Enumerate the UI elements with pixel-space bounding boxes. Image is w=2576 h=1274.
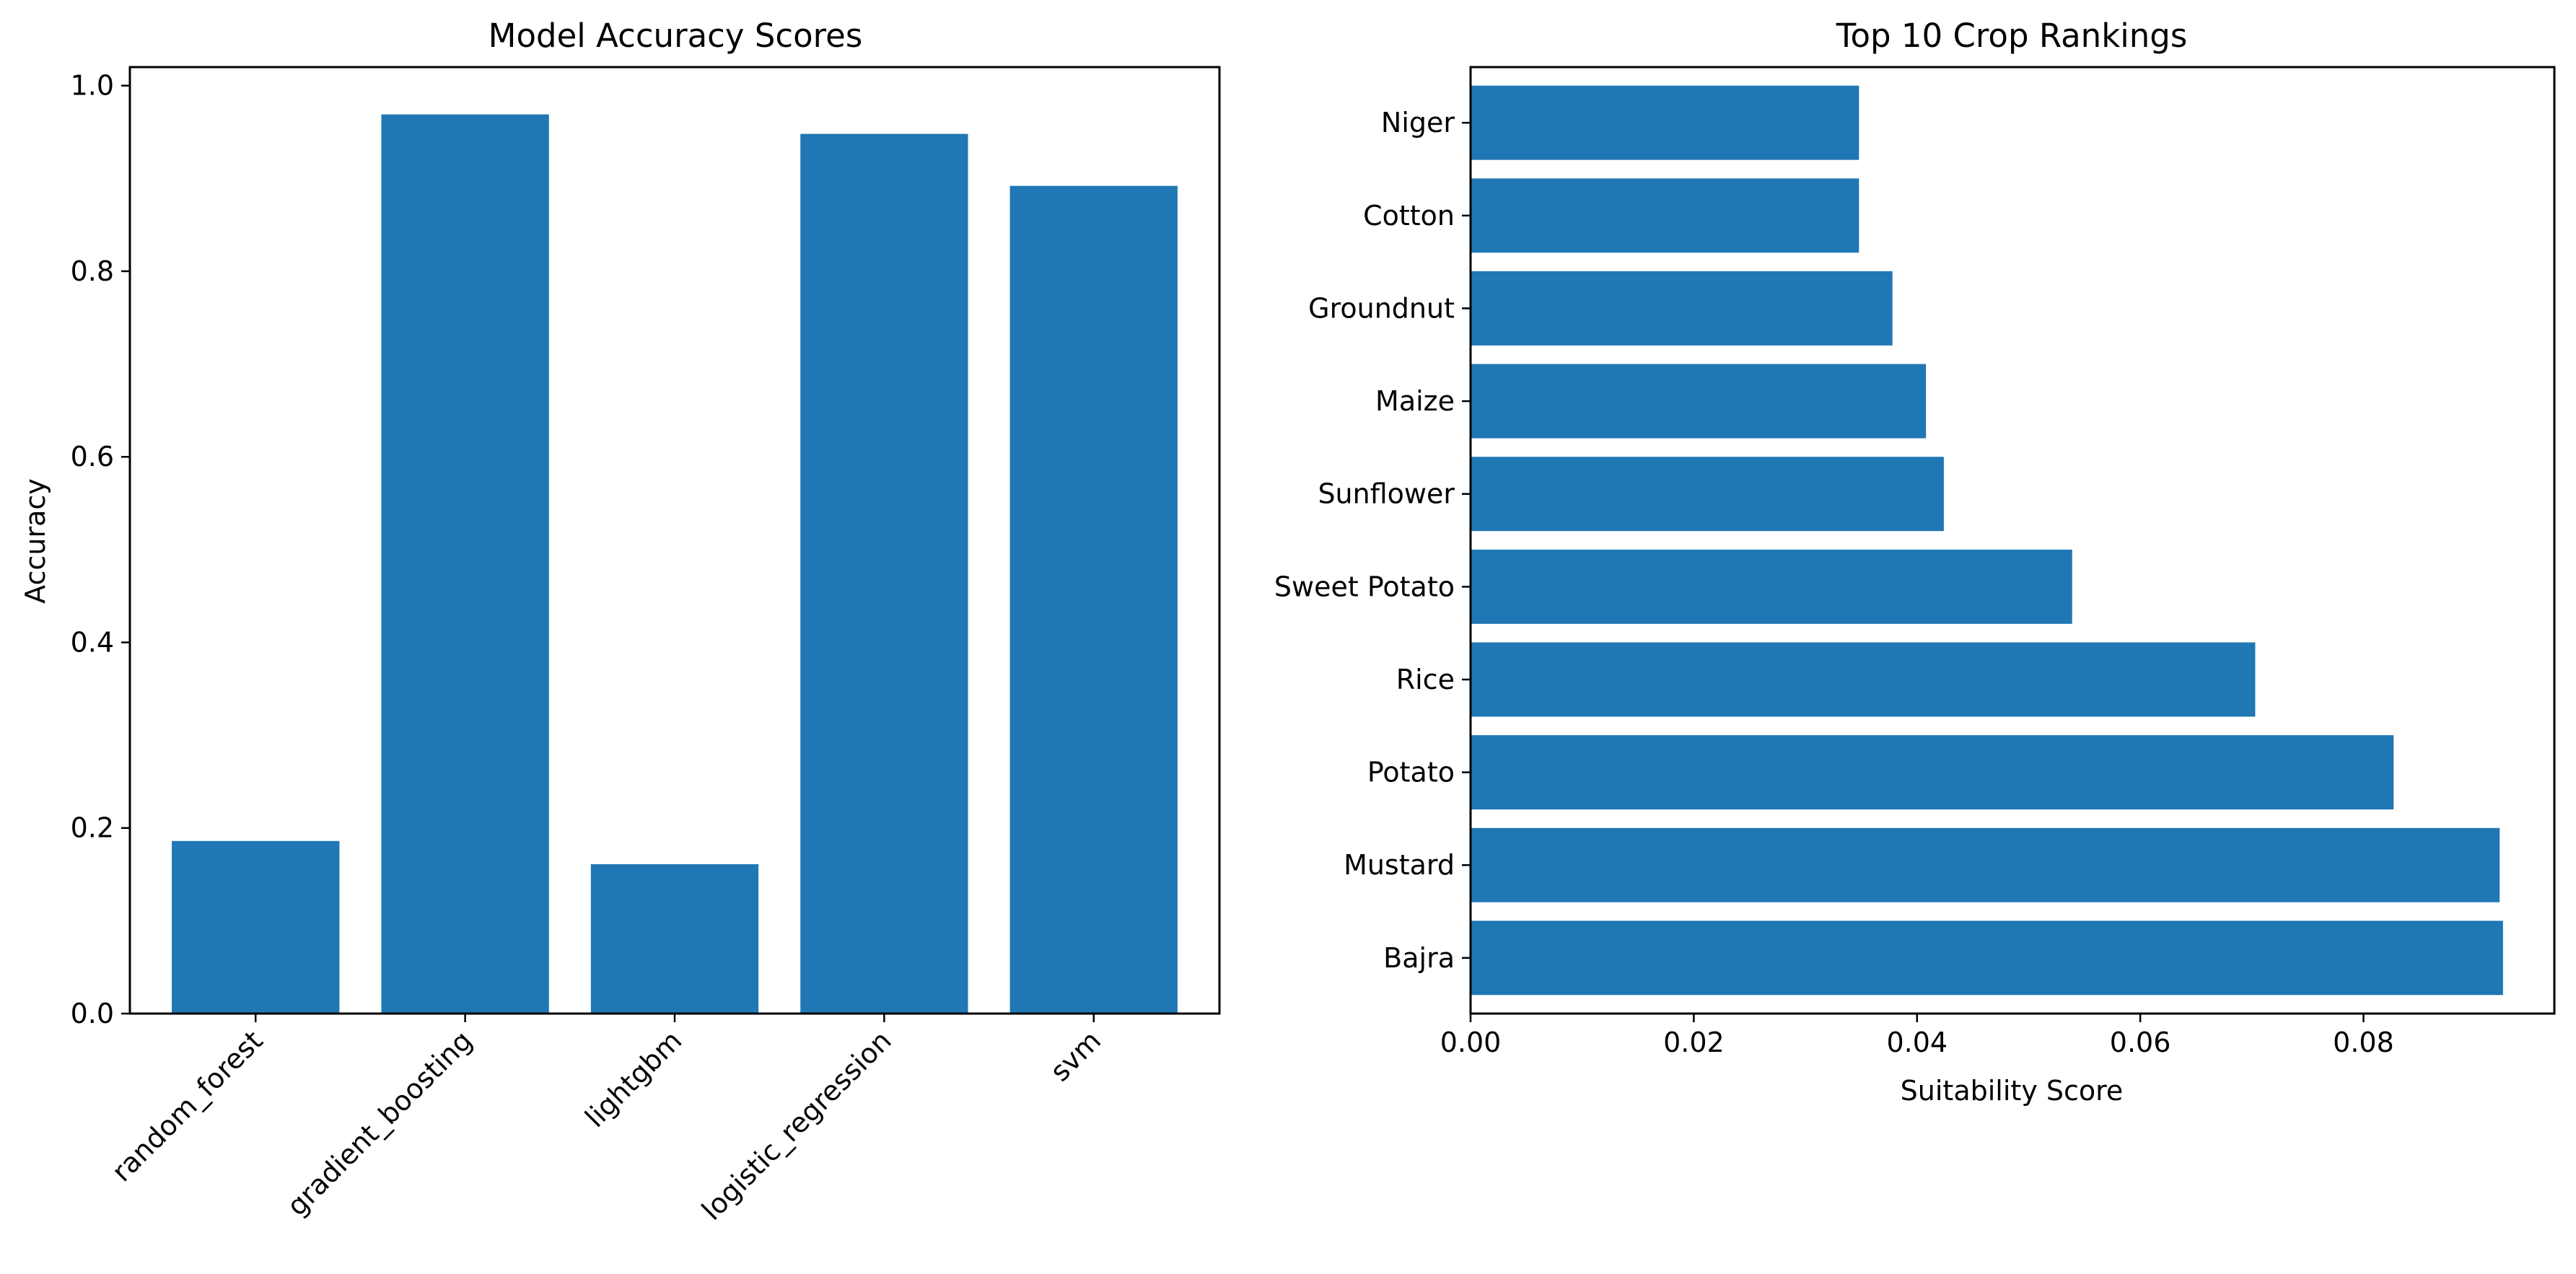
accuracy-bar xyxy=(1009,185,1178,1014)
accuracy-y-axis-label: Accuracy xyxy=(19,478,51,604)
x-tick-label: gradient_boosting xyxy=(281,1024,478,1222)
crop-name-label: Groundnut xyxy=(1308,292,1455,324)
crop-name-label: Maize xyxy=(1375,385,1455,417)
crop-score-bar xyxy=(1471,178,1859,253)
crop-name-label: Potato xyxy=(1367,757,1455,788)
accuracy-y-ticks: 0.0 0.2 0.4 0.6 0.8 1.0 xyxy=(71,70,130,1029)
x-tick-label: random_forest xyxy=(105,1024,268,1187)
crop-name-label: Niger xyxy=(1381,107,1455,139)
y-tick-label: 0.4 xyxy=(71,626,114,658)
crop-ranking-x-axis-label: Suitability Score xyxy=(1901,1075,2124,1107)
x-tick-label: lightgbm xyxy=(579,1024,688,1133)
crop-ranking-x-ticks: 0.00 0.02 0.04 0.06 0.08 xyxy=(1440,1014,2394,1058)
crop-score-bar xyxy=(1471,827,2500,902)
accuracy-chart-title: Model Accuracy Scores xyxy=(489,17,863,55)
accuracy-bars xyxy=(172,114,1178,1014)
accuracy-x-ticks: random_forest gradient_boosting lightgbm lo… xyxy=(105,1014,1107,1226)
accuracy-bar xyxy=(172,840,340,1014)
y-tick-label: 0.8 xyxy=(71,255,114,287)
x-tick-label: 0.08 xyxy=(2333,1027,2394,1058)
x-tick-label: logistic_regression xyxy=(696,1024,898,1226)
y-tick-label: 0.0 xyxy=(71,998,114,1029)
y-tick-label: 1.0 xyxy=(71,70,114,102)
x-tick-label: 0.02 xyxy=(1663,1027,1725,1058)
crop-name-label: Bajra xyxy=(1383,942,1455,974)
crop-score-bar xyxy=(1471,85,1859,160)
accuracy-plot-frame xyxy=(128,66,1221,1015)
crop-score-bar xyxy=(1471,271,1893,346)
crop-score-bar xyxy=(1471,364,1927,439)
y-tick-label: 0.2 xyxy=(71,812,114,844)
crop-score-bar xyxy=(1471,642,2256,717)
crop-ranking-bars xyxy=(1471,85,2503,996)
x-tick-label: 0.04 xyxy=(1886,1027,1948,1058)
crop-score-bar xyxy=(1471,921,2503,996)
accuracy-bar xyxy=(381,114,549,1014)
y-tick-label: 0.6 xyxy=(71,441,114,473)
accuracy-bar xyxy=(590,864,759,1014)
x-tick-label: 0.06 xyxy=(2110,1027,2171,1058)
crop-ranking-chart: Top 10 Crop Rankings Bajra Mustard Potato R… xyxy=(1274,17,2556,1107)
crop-ranking-plot-frame xyxy=(1469,66,2556,1015)
crop-name-label: Cotton xyxy=(1363,200,1455,232)
crop-name-label: Sweet Potato xyxy=(1274,571,1455,602)
accuracy-bar xyxy=(800,133,968,1014)
crop-score-bar xyxy=(1471,549,2072,624)
crop-score-bar xyxy=(1471,457,1944,532)
crop-ranking-y-ticks: Bajra Mustard Potato Rice Sweet Potato Sunflo… xyxy=(1274,107,1471,974)
crop-name-label: Mustard xyxy=(1344,849,1455,881)
x-tick-label: 0.00 xyxy=(1440,1027,1502,1058)
accuracy-chart: Model Accuracy Scores 0.0 0.2 0.4 0.6 0.8 1.0… xyxy=(19,17,1221,1226)
crop-name-label: Rice xyxy=(1396,664,1455,695)
crop-name-label: Sunflower xyxy=(1318,478,1455,510)
x-tick-label: svm xyxy=(1044,1024,1107,1087)
crop-score-bar xyxy=(1471,735,2394,810)
crop-ranking-chart-title: Top 10 Crop Rankings xyxy=(1836,17,2188,55)
